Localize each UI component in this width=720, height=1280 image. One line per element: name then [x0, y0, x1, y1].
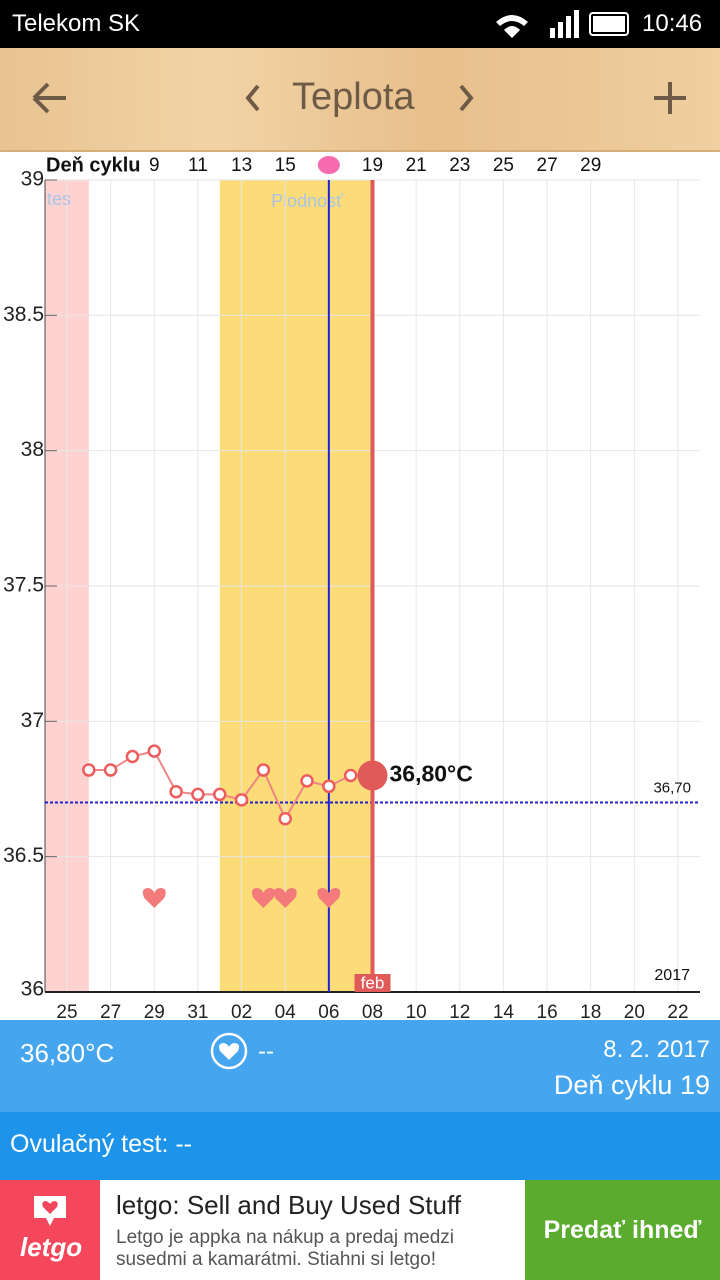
x-tick-label: 29: [144, 1002, 165, 1020]
ovulation-test: Ovulačný test: --: [10, 1130, 192, 1158]
cycle-tick-label: 9: [149, 155, 160, 176]
heart-icon: [251, 888, 275, 908]
summary-temperature: 36,80°C: [20, 1038, 115, 1068]
data-point: [191, 787, 205, 802]
status-bar: Telekom SK 10:46: [0, 0, 720, 48]
x-tick-label: 25: [56, 1002, 77, 1020]
cycle-tick-label: 27: [537, 155, 558, 176]
cycle-tick-label: 25: [493, 155, 514, 176]
cycle-tick-label: 15: [275, 155, 296, 176]
back-button[interactable]: [30, 80, 70, 116]
x-tick-label: 14: [493, 1002, 515, 1020]
y-tick-label: 36.5: [3, 844, 44, 867]
ad-logo: letgo: [0, 1180, 100, 1280]
y-tick-label: 37: [21, 709, 44, 732]
period-label: tes: [47, 189, 71, 209]
year-label: 2017: [654, 967, 690, 984]
x-tick-label: 18: [580, 1002, 601, 1020]
x-tick-label: 27: [100, 1002, 121, 1020]
heart-icon: [142, 888, 166, 908]
y-tick-label: 36: [21, 978, 44, 1001]
clock: 10:46: [642, 10, 703, 37]
data-label: 36,80°C: [390, 761, 473, 787]
ad-text: Letgo je appka na nákup a predaj medzi s…: [116, 1227, 455, 1270]
y-tick-label: 39: [21, 168, 44, 191]
data-point: [343, 768, 358, 783]
data-point: [125, 749, 140, 764]
next-button[interactable]: [455, 82, 477, 114]
data-point: [278, 812, 292, 826]
heart-icon: [273, 888, 297, 908]
summary-heart: --: [258, 1038, 274, 1065]
screen-title: Teplota: [292, 76, 415, 118]
data-point: [300, 774, 314, 788]
logo-bubble: [34, 1196, 66, 1226]
data-point: [322, 779, 336, 794]
ad-button-label: Predať ihneď: [543, 1215, 702, 1244]
cycle-tick-label: 23: [449, 155, 470, 176]
x-tick-label: 22: [667, 1002, 688, 1020]
data-point: [147, 744, 162, 758]
month-badge: [354, 974, 391, 992]
x-tick-label: 10: [406, 1002, 427, 1020]
x-tick-label: 08: [362, 1002, 383, 1020]
summary-date: 8. 2. 2017: [603, 1036, 710, 1063]
ad-button[interactable]: Predať ihneď: [525, 1180, 720, 1280]
x-tick-label: 16: [537, 1002, 558, 1020]
cycle-tick-label: 29: [580, 155, 601, 176]
x-tick-label: 31: [187, 1002, 208, 1020]
data-point: [103, 763, 118, 777]
heart-icon: [210, 1032, 248, 1070]
cycle-axis-label: Deň cyklu: [46, 154, 140, 176]
data-point: [213, 787, 227, 802]
selected-point: [357, 760, 388, 791]
cycle-tick-label: 19: [362, 155, 383, 176]
cycle-tick-label: 11: [188, 155, 208, 176]
heart-icon: [317, 888, 341, 908]
prev-button[interactable]: [242, 82, 264, 114]
cycle-tick-label: 21: [406, 155, 427, 176]
day-summary: 36,80°C -- 8. 2. 2017 Deň cyklu 19: [0, 1020, 720, 1112]
status-icons: [496, 10, 629, 38]
reference-label: 36,70: [653, 780, 691, 797]
y-tick-label: 38: [21, 438, 44, 461]
ovulation-row[interactable]: Ovulačný test: --: [0, 1112, 720, 1180]
x-tick-label: 20: [624, 1002, 645, 1020]
x-tick-label: 02: [231, 1002, 252, 1020]
y-tick-label: 37.5: [3, 574, 44, 597]
ovulation-dot: [317, 156, 340, 174]
data-point: [82, 763, 96, 777]
app-bar: Teplota: [0, 48, 720, 152]
ad-title: letgo: Sell and Buy Used Stuff: [116, 1190, 461, 1220]
month-label: feb: [361, 973, 385, 992]
ad-banner[interactable]: letgo letgo: Sell and Buy Used Stuff Let…: [0, 1180, 720, 1280]
y-tick-label: 38.5: [3, 303, 44, 326]
summary-cycle-day: Deň cyklu 19: [553, 1070, 710, 1100]
ad-brand: letgo: [20, 1232, 83, 1262]
add-button[interactable]: [652, 80, 688, 116]
data-point: [256, 763, 271, 777]
fertile-label: Plodnosť: [271, 191, 343, 211]
cycle-tick-label: 13: [231, 155, 252, 176]
data-point: [234, 793, 249, 807]
data-point: [169, 784, 183, 799]
x-tick-label: 06: [318, 1002, 339, 1020]
carrier: Telekom SK: [12, 10, 141, 37]
x-tick-label: 12: [449, 1002, 470, 1020]
x-tick-label: 04: [275, 1002, 297, 1020]
